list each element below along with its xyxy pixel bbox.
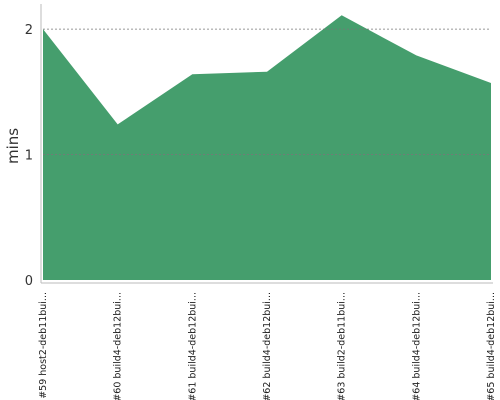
x-tick-label: #59 host2-deb11bui... [38,292,49,399]
x-tick-labels: #59 host2-deb11bui... #60 build4-deb12bui… [38,292,497,400]
grid-layer [43,28,491,155]
area-layer [43,15,491,281]
y-tick-labels: 0 1 2 [25,23,33,289]
x-tick-label: #62 build4-deb12bui... [262,292,273,400]
y-tick-label: 0 [25,274,33,289]
y-tick-label: 1 [25,149,33,164]
x-tick-label: #65 build4-deb12bui... [486,292,497,400]
x-tick-label: #60 build4-deb12bui... [113,292,124,400]
series-area [43,15,491,281]
x-tick-label: #63 build2-deb11bui... [337,292,348,400]
x-tick-label: #64 build4-deb12bui... [411,292,422,400]
y-axis-title: mins [4,128,22,164]
y-tick-label: 2 [25,23,33,38]
axis-layer [40,4,493,284]
x-tick-label: #61 build4-deb12bui... [187,292,198,400]
